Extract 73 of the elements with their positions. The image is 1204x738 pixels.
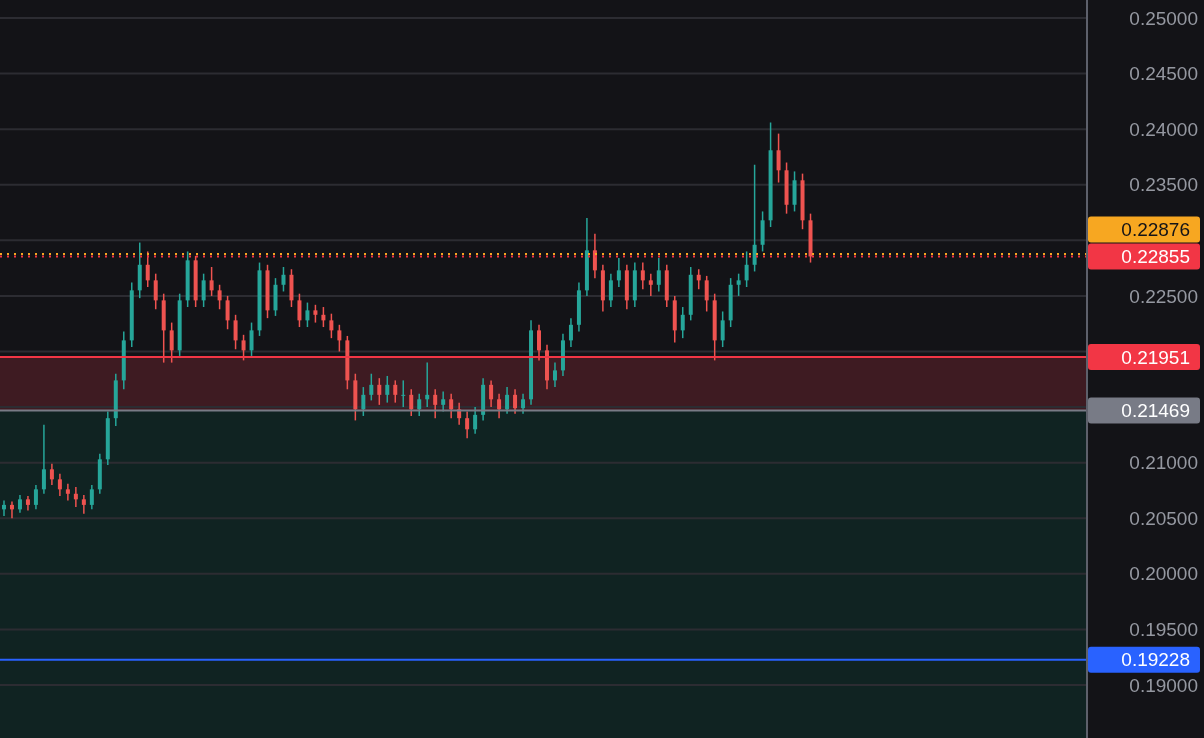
y-tick-label: 0.24000: [1129, 118, 1198, 140]
candlestick: [89, 484, 94, 511]
candlestick: [465, 410, 470, 439]
candlestick: [249, 321, 254, 357]
candlestick: [361, 386, 366, 417]
candlestick: [640, 261, 645, 290]
candlestick: [281, 266, 286, 293]
candlestick: [209, 266, 214, 297]
candlestick: [568, 317, 573, 348]
candlestick: [521, 392, 526, 415]
candlestick: [744, 250, 749, 288]
candlestick: [217, 284, 222, 310]
candlestick: [696, 268, 701, 290]
ref-line-label: 0.21951: [1121, 346, 1190, 368]
candlestick: [49, 463, 54, 486]
candlestick: [153, 272, 158, 310]
y-tick-label: 0.19000: [1129, 674, 1198, 696]
candlestick: [169, 321, 174, 364]
candlestick: [776, 132, 781, 184]
candlestick: [648, 272, 653, 297]
ref-line-label: 0.22855: [1121, 246, 1190, 268]
candlestick: [752, 163, 757, 273]
candlestick: [393, 379, 398, 404]
candlestick: [409, 388, 414, 417]
y-tick-label: 0.20500: [1129, 507, 1198, 529]
candlestick: [225, 295, 230, 331]
candlestick: [145, 250, 150, 288]
ref-line-label: 0.19228: [1121, 649, 1190, 671]
candlestick: [41, 424, 46, 495]
candlestick: [297, 292, 302, 328]
candlestick: [449, 392, 454, 419]
candlestick: [321, 306, 326, 328]
y-tick-label: 0.20000: [1129, 563, 1198, 585]
candlestick: [385, 375, 390, 404]
candlestick: [513, 388, 518, 415]
candlestick: [417, 392, 422, 417]
candlestick: [608, 272, 613, 308]
y-tick-label: 0.25000: [1129, 7, 1198, 29]
y-tick-label: 0.24500: [1129, 63, 1198, 85]
candlestick: [592, 232, 597, 279]
candlestick: [241, 334, 246, 362]
candlestick: [680, 306, 685, 339]
candlestick: [201, 272, 206, 308]
candlestick: [329, 312, 334, 339]
candlestick: [73, 486, 78, 508]
candlestick: [305, 301, 310, 328]
candlestick: [337, 324, 342, 353]
y-tick-label: 0.19500: [1129, 619, 1198, 641]
candlestick: [57, 473, 62, 497]
candlestick: [377, 377, 382, 406]
candlestick: [489, 379, 494, 408]
candlestick: [704, 275, 709, 313]
candlestick: [552, 361, 557, 388]
candlestick: [81, 494, 86, 515]
candlestick: [505, 386, 510, 415]
candlestick: [401, 379, 406, 408]
y-tick-label: 0.21000: [1129, 452, 1198, 474]
candlestick: [736, 272, 741, 297]
candlestick: [497, 392, 502, 419]
y-tick-label: 0.23500: [1129, 174, 1198, 196]
candlestick: [233, 314, 238, 351]
candlestick: [369, 372, 374, 402]
candlestick: [537, 324, 541, 362]
ref-line-label: 0.22876: [1121, 219, 1190, 241]
candlestick: [473, 406, 478, 435]
ref-line-label: 0.21469: [1121, 400, 1190, 422]
candlestick: [656, 257, 661, 293]
candlestick: [720, 310, 725, 348]
y-tick-label: 0.22500: [1129, 285, 1198, 307]
candlestick: [433, 388, 438, 419]
candlestick: [616, 257, 621, 288]
candlestick: [33, 484, 38, 511]
candlestick: [441, 390, 446, 413]
